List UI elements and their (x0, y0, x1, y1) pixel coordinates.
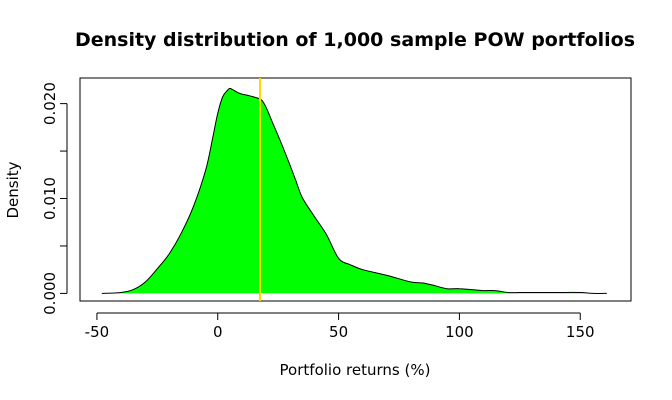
y-tick-label: 0.000 (41, 272, 59, 315)
density-line (101, 87, 607, 294)
x-axis-label: Portfolio returns (%) (280, 361, 431, 379)
x-tick-label: 150 (566, 323, 595, 341)
density-area (101, 88, 607, 294)
y-axis-label: Density (4, 161, 22, 218)
y-tick-label: 0.010 (41, 177, 59, 220)
y-axis: 0.000 0.010 0.020 (41, 82, 68, 315)
x-tick-label: 50 (329, 323, 348, 341)
plot-frame (79, 77, 632, 302)
chart-title: Density distribution of 1,000 sample POW… (75, 29, 635, 51)
x-tick-label: 100 (445, 323, 474, 341)
x-axis: -50 0 50 100 150 (85, 312, 595, 341)
x-tick-label: -50 (85, 323, 110, 341)
y-tick-label: 0.020 (41, 82, 59, 125)
x-tick-label: 0 (213, 323, 223, 341)
plot-area (101, 78, 607, 301)
